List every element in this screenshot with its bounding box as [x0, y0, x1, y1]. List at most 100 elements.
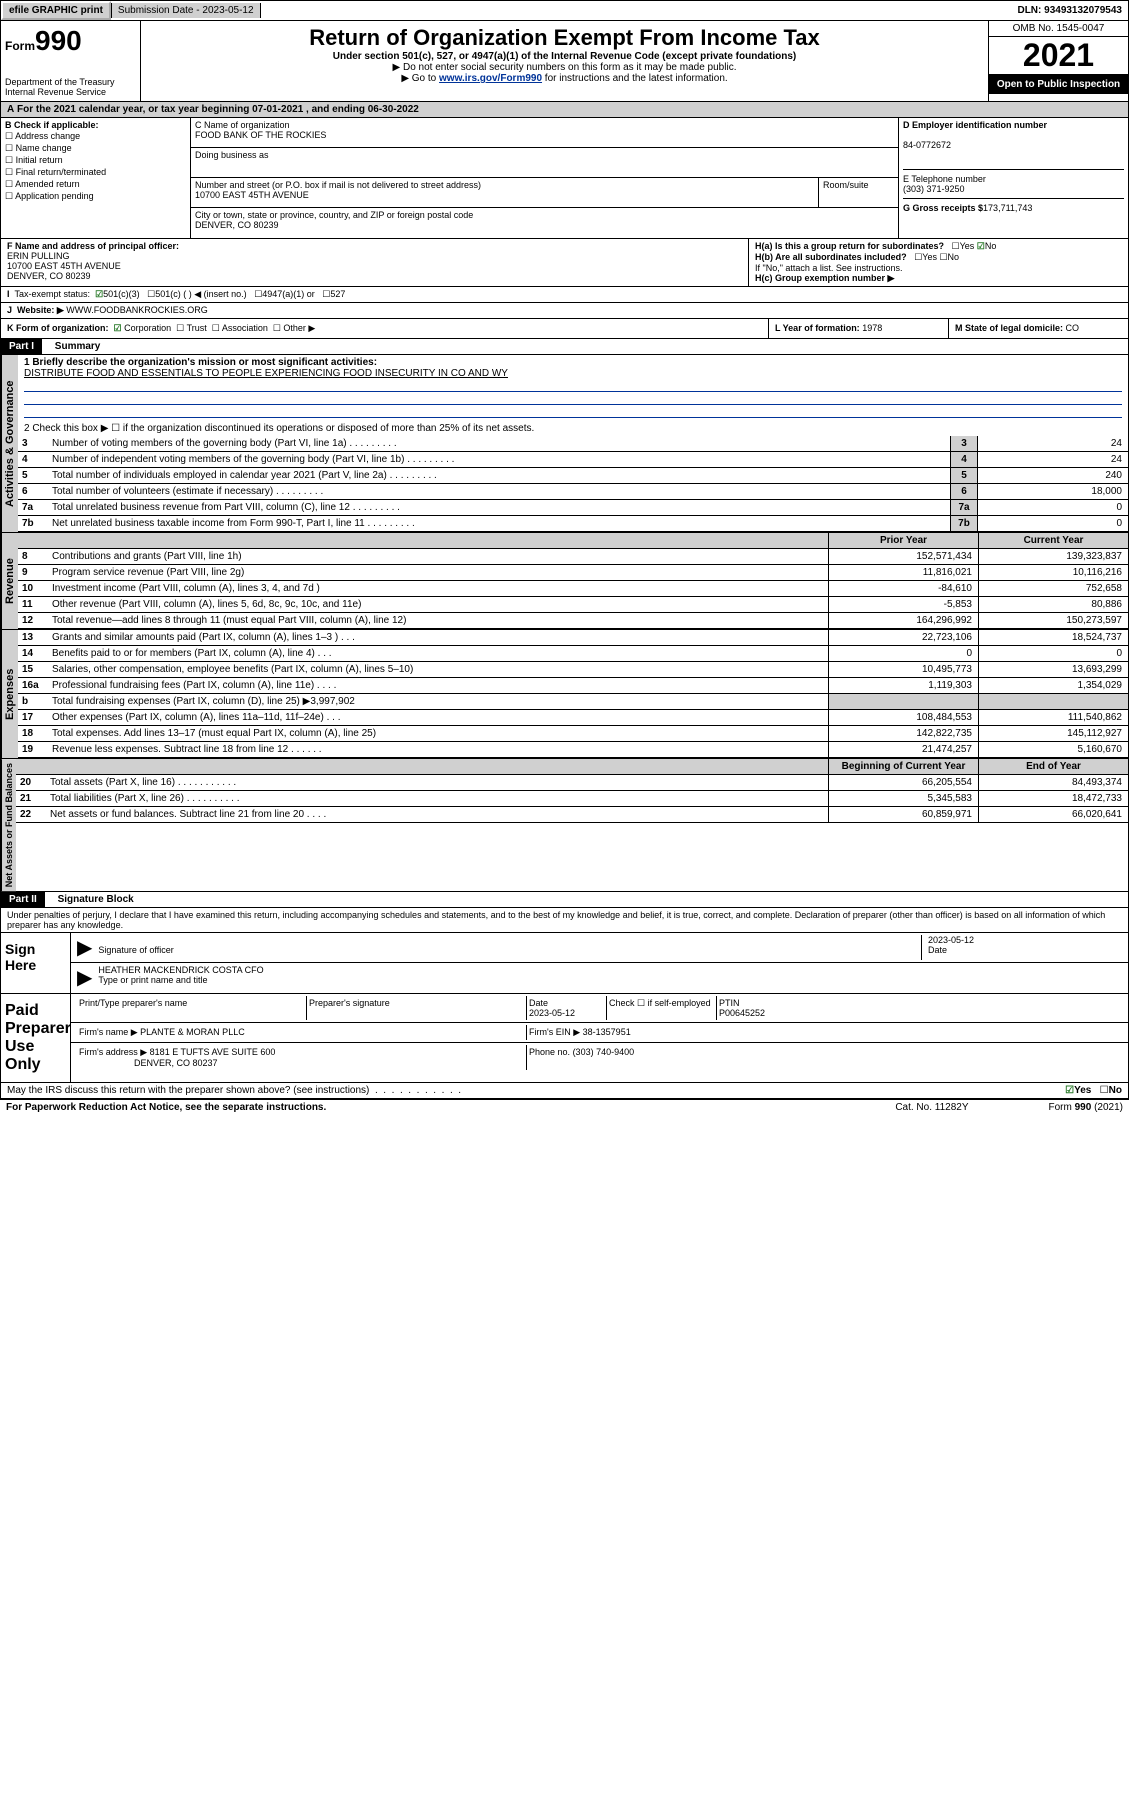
row-17: 17 Other expenses (Part IX, column (A), …: [18, 710, 1128, 726]
preparer-sig-label: Preparer's signature: [307, 996, 527, 1020]
row-21: 21 Total liabilities (Part X, line 26) .…: [16, 791, 1128, 807]
paid-preparer-block: Paid Preparer Use Only Print/Type prepar…: [0, 994, 1129, 1083]
hb-no: No: [948, 252, 960, 262]
sig-officer-label: Signature of officer: [98, 945, 173, 955]
check-name: Name change: [16, 143, 72, 153]
row-b: b Total fundraising expenses (Part IX, c…: [18, 694, 1128, 710]
dln: DLN: 93493132079543: [1011, 3, 1128, 18]
discuss-label: May the IRS discuss this return with the…: [7, 1085, 369, 1096]
row-22: 22 Net assets or fund balances. Subtract…: [16, 807, 1128, 823]
net-vert-label: Net Assets or Fund Balances: [1, 759, 16, 891]
officer-group-row: F Name and address of principal officer:…: [0, 239, 1129, 287]
opt-527: 527: [330, 289, 345, 300]
officer-name: ERIN PULLING: [7, 251, 70, 261]
hc-label: H(c) Group exemption number ▶: [755, 273, 894, 283]
opt-assoc: Association: [222, 323, 268, 333]
officer-addr1: 10700 EAST 45TH AVENUE: [7, 261, 121, 271]
net-section: Net Assets or Fund Balances Beginning of…: [0, 759, 1129, 892]
open-public-label: Open to Public Inspection: [989, 75, 1128, 94]
col-b-checkboxes: B Check if applicable: ☐ Address change …: [1, 118, 191, 238]
part1-title: Part I: [1, 339, 42, 354]
instr2-post: for instructions and the latest informat…: [542, 73, 728, 84]
preparer-name-label: Print/Type preparer's name: [77, 996, 307, 1020]
submission-date: Submission Date - 2023-05-12: [111, 3, 261, 18]
dba-label: Doing business as: [195, 150, 269, 160]
firm-ein-label: Firm's EIN ▶: [529, 1027, 580, 1037]
sign-here-label: Sign Here: [1, 933, 71, 993]
col-c-org: C Name of organizationFOOD BANK OF THE R…: [191, 118, 898, 238]
prep-date: 2023-05-12: [529, 1008, 575, 1018]
officer-addr2: DENVER, CO 80239: [7, 271, 91, 281]
prep-date-label: Date: [529, 998, 548, 1008]
gov-vert-label: Activities & Governance: [1, 355, 18, 532]
tel-value: (303) 371-9250: [903, 184, 965, 194]
irs-link[interactable]: www.irs.gov/Form990: [439, 73, 542, 84]
gross-label: G Gross receipts $: [903, 203, 983, 213]
form-prefix: Form: [5, 39, 35, 53]
gov-row-7b: 7b Net unrelated business taxable income…: [18, 516, 1128, 532]
form-org-label: K Form of organization:: [7, 323, 109, 333]
opt-corp: Corporation: [124, 323, 171, 333]
gov-row-3: 3 Number of voting members of the govern…: [18, 436, 1128, 452]
curr-year-hdr: Current Year: [978, 533, 1128, 548]
website-label: Website: ▶: [17, 305, 64, 316]
check-initial: Initial return: [16, 155, 63, 165]
firm-addr-label: Firm's address ▶: [79, 1047, 147, 1057]
org-info-block: B Check if applicable: ☐ Address change …: [0, 118, 1129, 239]
self-emp-label: Check ☐ if self-employed: [607, 996, 717, 1020]
ha-label: H(a) Is this a group return for subordin…: [755, 241, 944, 251]
sig-name: HEATHER MACKENDRICK COSTA CFO: [98, 965, 263, 975]
efile-print-button[interactable]: efile GRAPHIC print: [1, 1, 111, 20]
exp-section: Expenses 13 Grants and similar amounts p…: [0, 630, 1129, 759]
form-subtitle: Under section 501(c), 527, or 4947(a)(1)…: [145, 51, 984, 62]
firm-name-label: Firm's name ▶: [79, 1027, 138, 1037]
room-label: Room/suite: [818, 178, 898, 208]
part1-subtitle: Summary: [45, 341, 101, 352]
addr-label: Number and street (or P.O. box if mail i…: [195, 180, 481, 190]
gov-row-5: 5 Total number of individuals employed i…: [18, 468, 1128, 484]
row-16a: 16a Professional fundraising fees (Part …: [18, 678, 1128, 694]
firm-addr2: DENVER, CO 80237: [134, 1058, 218, 1068]
rev-section: Revenue Prior Year Current Year 8 Contri…: [0, 533, 1129, 630]
gross-value: 173,711,743: [983, 203, 1032, 213]
instr2-pre: ▶ Go to: [401, 73, 439, 84]
discuss-row: May the IRS discuss this return with the…: [0, 1083, 1129, 1099]
sig-date-label: Date: [928, 945, 947, 955]
rev-vert-label: Revenue: [1, 533, 18, 629]
tax-status-label: Tax-exempt status:: [15, 289, 91, 300]
row-13: 13 Grants and similar amounts paid (Part…: [18, 630, 1128, 646]
tel-label: E Telephone number: [903, 174, 986, 184]
top-bar: efile GRAPHIC print Submission Date - 20…: [0, 0, 1129, 21]
gov-row-6: 6 Total number of volunteers (estimate i…: [18, 484, 1128, 500]
exp-vert-label: Expenses: [1, 630, 18, 758]
city-label: City or town, state or province, country…: [195, 210, 473, 220]
opt-501c: 501(c) ( ) ◀ (insert no.): [155, 289, 246, 300]
ptin-value: P00645252: [719, 1008, 765, 1018]
mission-value: DISTRIBUTE FOOD AND ESSENTIALS TO PEOPLE…: [24, 368, 508, 379]
check-amended: Amended return: [15, 179, 80, 189]
ha-no: No: [985, 241, 997, 251]
gov-row-7a: 7a Total unrelated business revenue from…: [18, 500, 1128, 516]
omb-number: OMB No. 1545-0047: [989, 21, 1128, 37]
ptin-label: PTIN: [719, 998, 740, 1008]
opt-4947: 4947(a)(1) or: [262, 289, 315, 300]
ein-value: 84-0772672: [903, 140, 951, 150]
sig-date: 2023-05-12: [928, 935, 974, 945]
form-title: Return of Organization Exempt From Incom…: [145, 25, 984, 51]
end-hdr: End of Year: [978, 759, 1128, 774]
page-footer: For Paperwork Reduction Act Notice, see …: [0, 1099, 1129, 1115]
phone-value: (303) 740-9400: [573, 1047, 635, 1057]
mission-label: 1 Briefly describe the organization's mi…: [24, 357, 377, 368]
firm-ein: 38-1357951: [583, 1027, 631, 1037]
col-b-header: B Check if applicable:: [5, 120, 99, 130]
discuss-no: No: [1109, 1085, 1122, 1096]
hb-note: If "No," attach a list. See instructions…: [755, 263, 1122, 273]
check-final: Final return/terminated: [16, 167, 107, 177]
website-value: WWW.FOODBANKROCKIES.ORG: [66, 305, 208, 316]
part2-header-row: Part II Signature Block: [0, 892, 1129, 908]
org-address: 10700 EAST 45TH AVENUE: [195, 190, 309, 200]
dept-label: Department of the Treasury: [5, 77, 136, 87]
org-city: DENVER, CO 80239: [195, 220, 279, 230]
row-9: 9 Program service revenue (Part VIII, li…: [18, 565, 1128, 581]
part2-subtitle: Signature Block: [48, 894, 134, 905]
